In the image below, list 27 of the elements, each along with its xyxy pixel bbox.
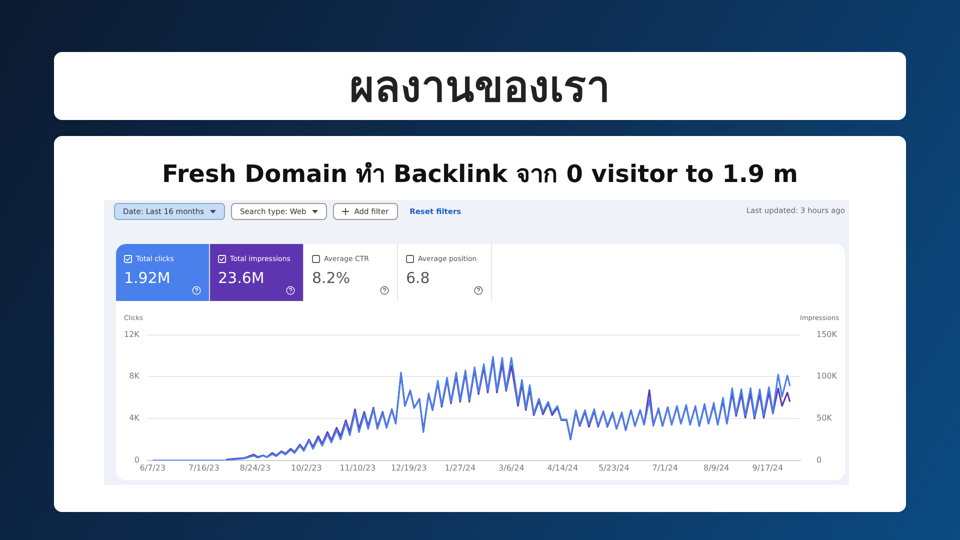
y2-tick-label: 50K — [816, 414, 833, 423]
text: 1.92M — [124, 269, 170, 287]
y-tick-label: 8K — [129, 372, 140, 381]
x-tick-label: 9/17/24 — [752, 463, 784, 472]
x-tick-label: 4/14/24 — [547, 463, 578, 472]
chart-subtitle: Fresh Domain ทำ Backlink จาก 0 visitor to 1.9 m — [160, 159, 799, 190]
x-tick-label: 3/6/24 — [498, 463, 524, 472]
x-tick-label: 10/2/23 — [291, 463, 322, 472]
x-tick-label: 8/24/23 — [240, 463, 271, 472]
y-tick-label: 0 — [134, 455, 140, 464]
text: 8.2% — [312, 269, 350, 287]
x-tick-label: 1/27/24 — [444, 463, 476, 472]
y2-tick-label: 150K — [816, 330, 838, 339]
y2-tick-label: 0 — [816, 455, 822, 464]
y-tick-label: 12K — [124, 330, 140, 339]
y-tick-label: 4K — [129, 414, 140, 423]
x-tick-label: 7/1/24 — [652, 463, 678, 472]
x-tick-label: 6/7/23 — [140, 463, 166, 472]
x-tick-label: 7/16/23 — [188, 463, 220, 472]
x-tick-label: 11/10/23 — [340, 463, 376, 472]
chart-title: ผลงานของเรา — [350, 61, 610, 113]
text: 6.8 — [406, 269, 430, 287]
x-tick-label: 5/23/24 — [598, 463, 630, 472]
text: 23.6M — [218, 269, 264, 287]
x-tick-label: 12/19/23 — [390, 463, 427, 472]
x-tick-label: 8/9/24 — [704, 463, 730, 472]
y2-tick-label: 100K — [816, 372, 838, 381]
